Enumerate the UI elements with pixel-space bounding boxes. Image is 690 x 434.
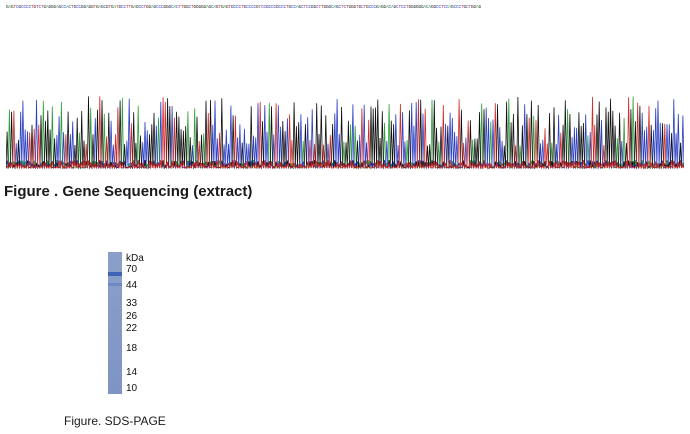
marker-label-18: 18 [126,343,138,354]
marker-label-22: 22 [126,323,138,334]
gene-sequencing-caption: Figure . Gene Sequencing (extract) [4,183,253,200]
trace-t [6,96,684,170]
marker-label-70: 70 [126,264,138,275]
marker-label-44: 44 [126,280,138,291]
sequence-header-text: GAGTCGCCCCTGTCTGAGGGAGCCACTGCCGGAGGTGAGC… [6,5,481,10]
marker-label-14: 14 [126,367,138,378]
protein-band-main [108,272,122,276]
marker-label-26: 26 [126,311,138,322]
protein-band-faint [108,283,122,286]
marker-label-10: 10 [126,383,138,394]
chromatogram-trace [6,96,684,170]
sds-page-caption: Figure. SDS-PAGE [64,414,166,428]
gel-unit-label: kDa [126,253,144,264]
sds-page-gel-lane [108,252,122,394]
marker-label-33: 33 [126,298,138,309]
